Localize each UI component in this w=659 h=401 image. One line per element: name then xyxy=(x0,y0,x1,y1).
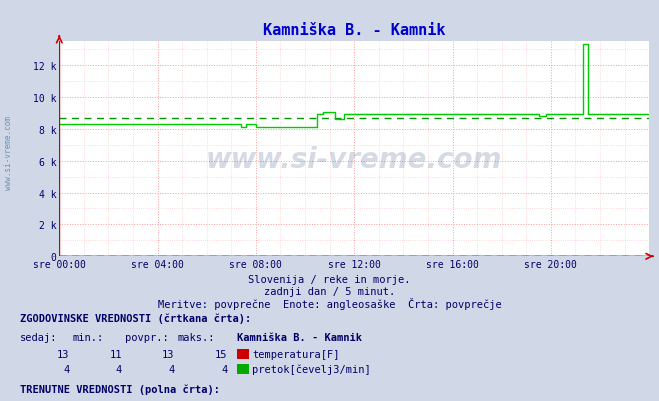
Text: sedaj:: sedaj: xyxy=(20,332,57,342)
Text: zadnji dan / 5 minut.: zadnji dan / 5 minut. xyxy=(264,287,395,297)
Text: 13: 13 xyxy=(162,349,175,359)
Text: Meritve: povprečne  Enote: angleosaške  Črta: povprečje: Meritve: povprečne Enote: angleosaške Čr… xyxy=(158,297,501,309)
Text: 4: 4 xyxy=(63,364,69,374)
Text: 4: 4 xyxy=(221,364,227,374)
Text: Kamniška B. - Kamnik: Kamniška B. - Kamnik xyxy=(237,332,362,342)
Title: Kamniška B. - Kamnik: Kamniška B. - Kamnik xyxy=(263,23,445,38)
Text: 13: 13 xyxy=(57,349,69,359)
Text: TRENUTNE VREDNOSTI (polna črta):: TRENUTNE VREDNOSTI (polna črta): xyxy=(20,384,219,394)
Text: pretok[čevelj3/min]: pretok[čevelj3/min] xyxy=(252,364,371,374)
Text: temperatura[F]: temperatura[F] xyxy=(252,349,340,359)
Text: 4: 4 xyxy=(116,364,122,374)
Text: www.si-vreme.com: www.si-vreme.com xyxy=(4,115,13,189)
Text: maks.:: maks.: xyxy=(178,332,215,342)
Text: 11: 11 xyxy=(109,349,122,359)
Text: www.si-vreme.com: www.si-vreme.com xyxy=(206,146,502,174)
Text: min.:: min.: xyxy=(72,332,103,342)
Text: povpr.:: povpr.: xyxy=(125,332,169,342)
Text: 4: 4 xyxy=(169,364,175,374)
Text: Slovenija / reke in morje.: Slovenija / reke in morje. xyxy=(248,275,411,285)
Text: 15: 15 xyxy=(215,349,227,359)
Text: ZGODOVINSKE VREDNOSTI (črtkana črta):: ZGODOVINSKE VREDNOSTI (črtkana črta): xyxy=(20,312,251,323)
